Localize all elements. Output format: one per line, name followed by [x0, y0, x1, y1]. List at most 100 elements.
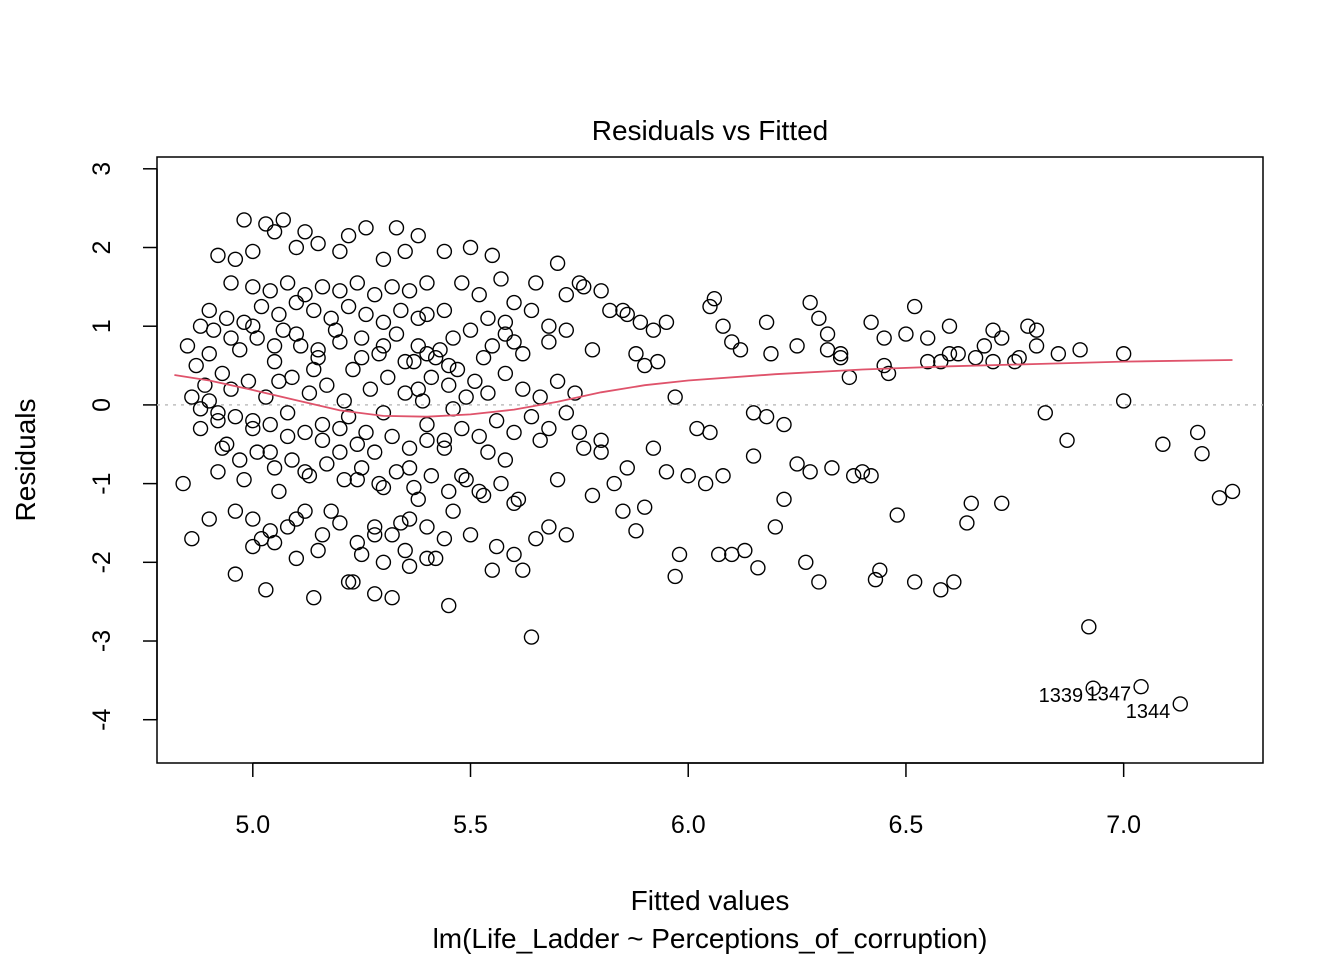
x-tick-label: 6.0 [671, 811, 706, 839]
data-point [410, 228, 426, 244]
data-point [340, 409, 357, 425]
data-point [854, 464, 871, 480]
data-point [571, 275, 588, 291]
data-point [445, 503, 461, 519]
data-point [375, 405, 392, 421]
data-point [345, 574, 361, 590]
data-point [332, 515, 348, 531]
data-point [245, 511, 261, 527]
data-point [558, 287, 575, 303]
data-point [384, 279, 400, 295]
data-point [179, 338, 196, 354]
data-point [380, 369, 396, 386]
data-point [872, 562, 888, 578]
data-point [776, 416, 792, 433]
data-point [706, 290, 723, 307]
data-point [549, 373, 566, 389]
data-point [497, 452, 514, 468]
data-point [332, 334, 348, 350]
data-point [994, 495, 1010, 511]
point-label-1344: 1344 [1126, 701, 1171, 723]
data-point [789, 338, 805, 354]
data-point [645, 322, 662, 338]
data-point [384, 590, 400, 606]
data-point [279, 428, 296, 445]
y-tick-label: -4 [88, 709, 116, 731]
data-point [906, 298, 923, 315]
data-point [632, 314, 649, 330]
data-point [441, 597, 457, 614]
data-point [619, 460, 635, 476]
data-point [876, 330, 892, 346]
data-point [458, 471, 474, 488]
data-point [306, 361, 322, 378]
data-point [798, 554, 814, 571]
data-point [541, 519, 557, 535]
data-point [724, 546, 740, 563]
data-point [423, 369, 440, 386]
data-point [262, 444, 278, 460]
data-point [332, 444, 348, 460]
data-point [436, 440, 453, 456]
data-point [271, 483, 287, 500]
data-point [258, 216, 274, 232]
data-point [650, 353, 666, 370]
data-point [214, 440, 231, 456]
data-point [375, 338, 392, 354]
data-point [201, 511, 217, 527]
data-point [266, 338, 283, 354]
data-point [724, 334, 740, 350]
data-point [275, 212, 291, 228]
data-point [732, 342, 749, 358]
data-points [175, 212, 1241, 712]
data-point [419, 275, 435, 291]
data-point [410, 310, 426, 327]
y-tick-label: 0 [88, 398, 116, 412]
data-point [353, 460, 370, 476]
smoother-line [174, 359, 1233, 418]
data-point [920, 330, 936, 346]
data-point [471, 483, 487, 500]
data-point [371, 346, 387, 362]
data-point [297, 287, 313, 303]
data-point [967, 349, 984, 366]
data-point [506, 424, 522, 441]
data-point [941, 346, 958, 362]
data-point [349, 275, 365, 291]
data-point [436, 243, 453, 260]
data-point [266, 534, 283, 551]
data-point [819, 326, 836, 342]
y-axis-label: Residuals [10, 399, 41, 522]
data-point [384, 527, 400, 543]
data-point [362, 381, 379, 397]
data-point [510, 491, 527, 508]
data-point [406, 353, 422, 370]
data-point [602, 302, 618, 319]
data-point [593, 444, 609, 460]
data-point [933, 582, 949, 598]
data-point [959, 515, 975, 531]
data-point [262, 283, 278, 299]
data-point [671, 546, 688, 563]
data-point [667, 568, 683, 585]
data-point [314, 279, 331, 295]
data-point [462, 239, 479, 256]
data-point [985, 322, 1001, 338]
data-point [227, 566, 244, 582]
data-point [353, 546, 370, 563]
data-point [845, 468, 862, 484]
data-point [1211, 490, 1228, 506]
data-point [401, 440, 418, 456]
data-point [737, 542, 753, 559]
data-point [767, 519, 784, 535]
data-point [279, 405, 296, 421]
data-point [867, 571, 884, 588]
data-point [523, 629, 540, 645]
data-point [401, 511, 418, 527]
data-point [223, 330, 239, 346]
data-point [288, 550, 305, 567]
data-point [458, 389, 474, 405]
data-point [388, 464, 405, 480]
data-point [697, 475, 714, 492]
